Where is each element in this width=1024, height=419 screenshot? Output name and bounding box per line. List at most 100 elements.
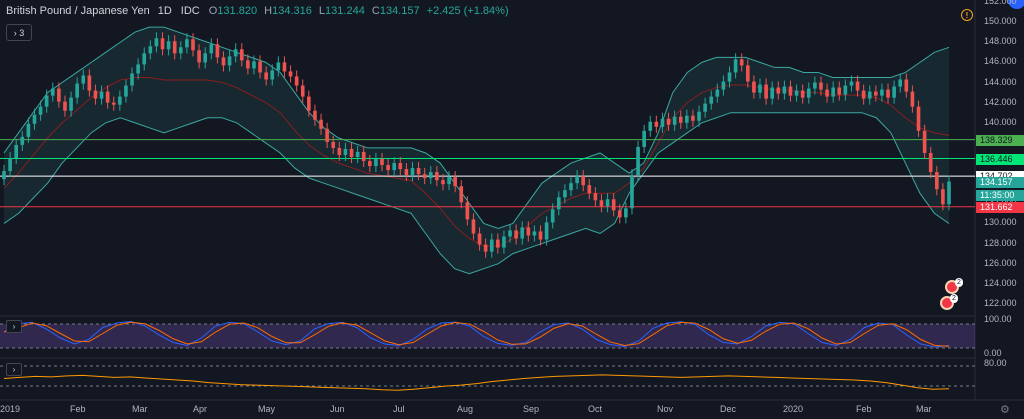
candle-body <box>203 53 208 63</box>
price-axis-tick: 126.000 <box>984 257 1017 268</box>
gear-icon[interactable]: ⚙ <box>1000 404 1010 416</box>
candle-body <box>886 89 890 98</box>
candle-body <box>813 82 817 89</box>
candle-body <box>672 116 677 125</box>
candle-body <box>99 91 104 99</box>
price-axis-tick: 144.000 <box>984 76 1017 87</box>
time-axis-tick: Jun <box>330 404 345 414</box>
price-axis-tick: 130.000 <box>984 217 1017 228</box>
time-axis-tick: 2019 <box>0 404 21 414</box>
candle-body <box>678 116 683 123</box>
candle-body <box>410 168 415 176</box>
candle-body <box>166 41 171 50</box>
event-count-badge: 2 <box>955 278 963 287</box>
time-axis-tick: Sep <box>523 404 540 414</box>
candle-body <box>178 47 183 54</box>
candle-body <box>221 57 226 66</box>
candle-body <box>435 172 439 181</box>
candle-body <box>733 59 738 73</box>
candle-body <box>556 197 561 210</box>
rsi-axis-80: 80.00 <box>984 358 1007 368</box>
price-axis-tick: 142.000 <box>984 96 1017 107</box>
candle-body <box>441 180 445 185</box>
candle-body <box>50 88 55 96</box>
notification-dot-icon[interactable] <box>1008 0 1024 9</box>
candle-body <box>697 111 701 121</box>
indicators-collapse-button[interactable]: › 3 <box>6 24 32 41</box>
candle-body <box>252 61 256 69</box>
candle-body <box>87 75 92 91</box>
chevron-right-icon: › <box>13 27 20 38</box>
candle-body <box>447 177 451 185</box>
price-axis-tick: 152.000 <box>984 0 1017 6</box>
candle-body <box>227 56 232 66</box>
stoch-pane-toggle-button[interactable]: › <box>6 320 22 333</box>
rsi-pane-toggle-button[interactable]: › <box>6 363 22 376</box>
candle-body <box>136 64 140 74</box>
interval-label[interactable]: 1D <box>157 5 172 17</box>
price-tag-label: 131.662 <box>976 201 1024 213</box>
candle-body <box>837 87 842 95</box>
candle-body <box>867 91 872 99</box>
candle-body <box>563 190 567 198</box>
candle-body <box>941 189 945 205</box>
candle-body <box>197 50 201 63</box>
exchange-label: IDC <box>180 5 200 17</box>
candle-body <box>337 147 342 155</box>
candle-body <box>483 244 488 252</box>
candle-body <box>361 151 366 162</box>
candle-body <box>727 72 732 82</box>
low-value: 131.244 <box>325 5 365 17</box>
info-icon[interactable]: ! <box>961 9 973 21</box>
candle-body <box>721 81 726 90</box>
candle-body <box>215 44 220 58</box>
candle-body <box>124 85 128 97</box>
time-axis-tick: Oct <box>588 404 603 414</box>
candle-body <box>758 84 762 93</box>
candle-body <box>331 141 336 148</box>
chevron-right-icon: › <box>12 322 16 331</box>
candle-body <box>8 158 12 172</box>
candle-body <box>630 175 634 209</box>
candle-body <box>934 172 939 190</box>
candle-body <box>788 86 793 96</box>
symbol-name[interactable]: British Pound / Japanese Yen <box>6 5 150 17</box>
candle-body <box>776 87 781 94</box>
candle-body <box>349 148 354 157</box>
candle-body <box>520 227 525 239</box>
candle-body <box>617 210 622 218</box>
candle-body <box>392 163 397 171</box>
candle-body <box>154 38 159 47</box>
open-value: 131.820 <box>217 5 258 17</box>
change-value: +2.425 (+1.84%) <box>426 5 509 17</box>
time-axis-tick: Jul <box>393 404 405 414</box>
stoch-axis-0: 0.00 <box>984 348 1002 358</box>
time-axis-tick: Mar <box>916 404 932 414</box>
candle-body <box>355 151 360 157</box>
candle-body <box>81 75 86 84</box>
time-axis-tick: Apr <box>193 404 208 414</box>
candle-body <box>343 148 348 155</box>
candle-body <box>111 102 116 105</box>
candle-body <box>581 176 586 186</box>
candle-body <box>898 79 903 87</box>
candle-body <box>654 121 659 127</box>
candle-body <box>398 163 403 170</box>
candle-body <box>843 85 848 95</box>
price-tag-label: 138.329 <box>976 134 1024 146</box>
time-axis-tick: Mar <box>132 404 148 414</box>
candle-body <box>428 172 433 179</box>
candle-body <box>422 174 427 179</box>
candle-body <box>800 90 805 98</box>
candle-body <box>459 186 464 203</box>
candle-body <box>453 177 457 187</box>
candle-body <box>849 81 854 86</box>
candle-body <box>508 230 512 237</box>
candle-body <box>514 230 518 239</box>
ohlc-readout: O131.820 H134.316 L131.244 C134.157 +2.4… <box>208 5 509 17</box>
price-axis-tick: 122.000 <box>984 297 1017 308</box>
high-value: 134.316 <box>272 5 312 17</box>
candle-body <box>258 61 262 73</box>
